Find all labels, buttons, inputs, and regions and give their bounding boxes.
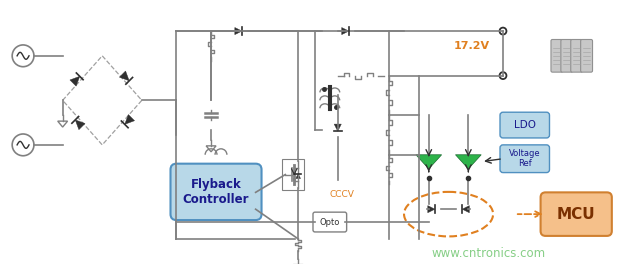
Polygon shape: [235, 28, 242, 35]
FancyBboxPatch shape: [581, 39, 592, 72]
FancyBboxPatch shape: [313, 212, 347, 232]
Polygon shape: [428, 206, 435, 213]
Polygon shape: [334, 124, 341, 131]
Text: CCCV: CCCV: [330, 190, 355, 199]
Polygon shape: [70, 76, 80, 86]
FancyBboxPatch shape: [551, 39, 563, 72]
Polygon shape: [58, 121, 68, 127]
FancyBboxPatch shape: [500, 145, 549, 173]
FancyBboxPatch shape: [500, 112, 549, 138]
Text: LDO: LDO: [514, 120, 536, 130]
Text: www.cntronics.com: www.cntronics.com: [431, 247, 545, 260]
Text: Flyback
Controller: Flyback Controller: [182, 178, 249, 206]
Text: MCU: MCU: [557, 207, 596, 222]
FancyBboxPatch shape: [541, 192, 612, 236]
Polygon shape: [119, 71, 129, 81]
Polygon shape: [206, 146, 216, 152]
Polygon shape: [293, 264, 303, 265]
FancyBboxPatch shape: [171, 164, 261, 220]
Text: 17.2V: 17.2V: [454, 41, 489, 51]
Polygon shape: [462, 206, 469, 213]
Polygon shape: [416, 155, 442, 169]
FancyBboxPatch shape: [561, 39, 572, 72]
Polygon shape: [125, 114, 134, 124]
Text: Voltage
Ref: Voltage Ref: [509, 149, 541, 169]
Polygon shape: [456, 155, 481, 169]
Polygon shape: [342, 28, 349, 35]
Text: Opto: Opto: [319, 218, 340, 227]
Polygon shape: [296, 174, 301, 179]
FancyBboxPatch shape: [571, 39, 582, 72]
Polygon shape: [75, 120, 85, 130]
